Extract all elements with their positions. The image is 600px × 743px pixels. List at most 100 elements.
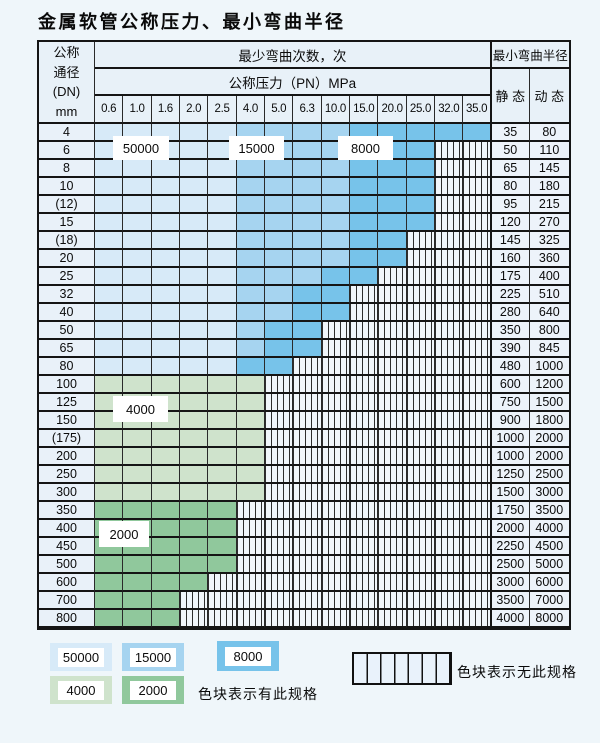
no-spec-cell <box>208 610 237 628</box>
no-spec-cell <box>435 538 464 556</box>
spec-available-cell <box>180 376 209 394</box>
pressure-col-header: 1.6 <box>151 96 181 124</box>
no-spec-cell <box>378 484 407 502</box>
spec-available-cell <box>123 322 152 340</box>
spec-available-cell <box>208 502 237 520</box>
dn-cell: 800 <box>39 610 95 628</box>
spec-table: 公称 通径 (DN) mm 最少弯曲次数，次 最小弯曲半径 公称压力（PN）MP… <box>37 40 571 630</box>
spec-available-cell <box>151 178 181 196</box>
spec-available-cell <box>265 286 294 304</box>
no-spec-cell <box>463 376 492 394</box>
spec-available-cell <box>151 376 181 394</box>
static-radius-value: 1250 <box>491 466 530 484</box>
no-spec-cell <box>406 538 436 556</box>
static-radius-value: 120 <box>491 214 530 232</box>
bend-cycles-header: 最少弯曲次数，次 <box>95 42 492 69</box>
spec-available-cell <box>265 340 294 358</box>
pressure-col-header: 15.0 <box>350 96 379 124</box>
spec-available-cell <box>293 286 322 304</box>
spec-available-cell <box>208 448 237 466</box>
no-spec-cell <box>350 358 379 376</box>
spec-available-cell <box>180 250 209 268</box>
no-spec-cell <box>406 484 436 502</box>
dynamic-radius-value: 325 <box>529 232 569 250</box>
static-radius-value: 160 <box>491 250 530 268</box>
spec-available-cell <box>265 232 294 250</box>
dynamic-radius-value: 510 <box>529 286 569 304</box>
no-spec-cell <box>378 430 407 448</box>
no-spec-cell <box>350 340 379 358</box>
dynamic-radius-value: 1200 <box>529 376 569 394</box>
no-spec-cell <box>463 304 492 322</box>
zone-label-15000: 15000 <box>229 136 284 160</box>
dn-cell: 350 <box>39 502 95 520</box>
spec-available-cell <box>265 214 294 232</box>
spec-available-cell <box>236 322 266 340</box>
no-spec-cell <box>378 520 407 538</box>
no-spec-cell <box>406 376 436 394</box>
no-spec-cell <box>435 520 464 538</box>
spec-available-cell <box>208 232 237 250</box>
no-spec-cell <box>463 286 492 304</box>
spec-available-cell <box>95 196 124 214</box>
pressure-col-header: 35.0 <box>463 96 492 124</box>
spec-available-cell <box>265 322 294 340</box>
no-spec-cell <box>463 268 492 286</box>
no-spec-cell <box>293 430 322 448</box>
spec-available-cell <box>151 340 181 358</box>
spec-available-cell <box>151 610 181 628</box>
static-radius-value: 1500 <box>491 484 530 502</box>
zone-label-4000: 4000 <box>113 396 168 422</box>
dynamic-radius-value: 2500 <box>529 466 569 484</box>
spec-available-cell <box>236 340 266 358</box>
dynamic-radius-value: 800 <box>529 322 569 340</box>
static-radius-value: 4000 <box>491 610 530 628</box>
dn-cell: 65 <box>39 340 95 358</box>
no-spec-cell <box>350 556 379 574</box>
dn-cell: 250 <box>39 466 95 484</box>
no-spec-cell <box>350 520 379 538</box>
static-column-header: 静 态 <box>491 69 530 124</box>
dynamic-radius-value: 180 <box>529 178 569 196</box>
spec-available-cell <box>406 214 436 232</box>
no-spec-cell <box>378 268 407 286</box>
spec-available-cell <box>350 196 379 214</box>
spec-available-cell <box>151 196 181 214</box>
static-radius-value: 2500 <box>491 556 530 574</box>
no-spec-cell <box>293 574 322 592</box>
dn-cell: 32 <box>39 286 95 304</box>
no-spec-cell <box>463 232 492 250</box>
spec-available-cell <box>95 268 124 286</box>
min-bend-radius-header: 最小弯曲半径 <box>491 42 569 69</box>
dynamic-radius-value: 845 <box>529 340 569 358</box>
spec-available-cell <box>378 214 407 232</box>
pressure-col-header: 2.5 <box>208 96 237 124</box>
spec-available-cell <box>180 304 209 322</box>
no-spec-cell <box>406 610 436 628</box>
spec-available-cell <box>151 502 181 520</box>
spec-available-cell <box>208 358 237 376</box>
spec-available-cell <box>95 340 124 358</box>
no-spec-cell <box>378 448 407 466</box>
no-spec-cell <box>321 340 351 358</box>
no-spec-cell <box>435 160 464 178</box>
dn-cell: 500 <box>39 556 95 574</box>
legend-no-spec-hatch-box <box>352 652 452 685</box>
no-spec-cell <box>321 502 351 520</box>
spec-available-cell <box>95 376 124 394</box>
no-spec-cell <box>350 610 379 628</box>
pressure-col-header: 20.0 <box>378 96 407 124</box>
pressure-col-header: 0.6 <box>95 96 124 124</box>
spec-available-cell <box>321 214 351 232</box>
spec-available-cell <box>151 304 181 322</box>
spec-available-cell <box>321 268 351 286</box>
no-spec-cell <box>321 592 351 610</box>
no-spec-cell <box>378 340 407 358</box>
no-spec-cell <box>236 610 266 628</box>
spec-available-cell <box>151 268 181 286</box>
no-spec-cell <box>435 502 464 520</box>
no-spec-cell <box>236 574 266 592</box>
spec-available-cell <box>123 448 152 466</box>
spec-available-cell <box>350 250 379 268</box>
dn-header-line: mm <box>55 103 78 119</box>
